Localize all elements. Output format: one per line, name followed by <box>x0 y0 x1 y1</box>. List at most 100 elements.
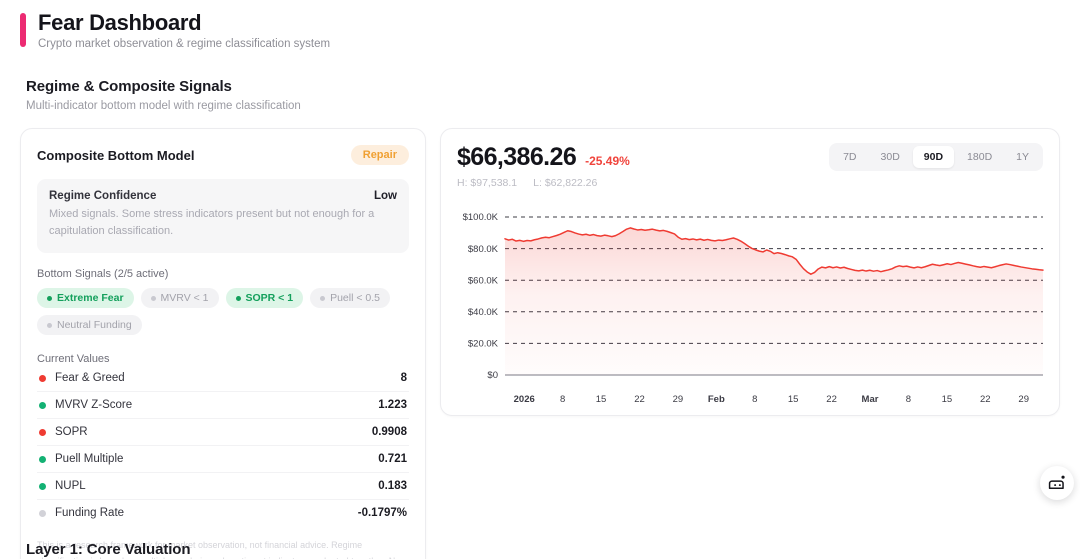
chart-x-tick-label: 22 <box>979 394 991 406</box>
signal-dot-icon <box>47 295 52 301</box>
value-row: NUPL 0.183 <box>37 473 409 501</box>
signal-dot-icon <box>47 322 52 328</box>
price-main: $66,386.26 -25.49% <box>457 143 630 172</box>
price-low: L: $62,822.26 <box>533 177 598 190</box>
signal-chip[interactable]: Neutral Funding <box>37 315 142 336</box>
section-header: Regime & Composite Signals Multi-indicat… <box>20 78 1060 112</box>
value-row: Fear & Greed 8 <box>37 365 409 393</box>
regime-confidence-box: Regime Confidence Low Mixed signals. Som… <box>37 179 409 254</box>
range-button-1y[interactable]: 1Y <box>1005 146 1040 168</box>
robot-assistant-icon <box>1048 475 1065 489</box>
price-high: H: $97,538.1 <box>457 177 518 190</box>
signal-chip[interactable]: Puell < 0.5 <box>310 288 390 309</box>
signal-chip-label: Neutral Funding <box>57 319 132 332</box>
disclaimer-text: This is a research framework for market … <box>37 540 400 559</box>
value-number: 0.9908 <box>371 426 407 439</box>
next-section-header: Layer 1: Core Valuation <box>26 541 191 558</box>
value-number: 0.721 <box>378 453 407 466</box>
section-title: Regime & Composite Signals <box>26 78 232 96</box>
value-number: 0.183 <box>378 480 407 493</box>
range-button-7d[interactable]: 7D <box>832 146 867 168</box>
chart-y-tick-label: $60.0K <box>468 276 499 287</box>
price-high-low: H: $97,538.1 L: $62,822.26 <box>457 177 630 189</box>
chart-x-tick-label: 8 <box>752 394 758 406</box>
chart-y-tick-label: $20.0K <box>468 339 499 350</box>
value-status-dot-icon <box>39 374 46 382</box>
signal-chip-label: SOPR < 1 <box>245 292 294 305</box>
signal-chip-label: Extreme Fear <box>57 292 124 305</box>
accent-bar <box>20 13 26 47</box>
page-title: Fear Dashboard <box>38 10 202 35</box>
price-header: $66,386.26 -25.49% H: $97,538.1 L: $62,8… <box>457 143 1043 189</box>
value-name: NUPL <box>55 480 86 493</box>
chart-x-tick-label: 15 <box>941 394 953 406</box>
section-subtitle: Multi-indicator bottom model with regime… <box>26 100 301 113</box>
chart-x-tick-label: 22 <box>634 394 645 406</box>
assistant-fab-button[interactable] <box>1040 466 1074 500</box>
value-name: Fear & Greed <box>55 372 125 385</box>
chart-area-fill <box>505 228 1043 376</box>
chart-x-tick-label: 29 <box>1018 394 1029 406</box>
range-button-30d[interactable]: 30D <box>870 146 911 168</box>
app-header: Fear Dashboard Crypto market observation… <box>20 0 1060 50</box>
signal-chip[interactable]: MVRV < 1 <box>140 288 219 309</box>
value-left: Puell Multiple <box>39 453 123 465</box>
value-left: Fear & Greed <box>39 372 125 384</box>
chart-x-tick-label: Mar <box>861 394 879 406</box>
bottom-signals-title: Bottom Signals (2/5 active) <box>37 268 169 281</box>
range-button-90d[interactable]: 90D <box>912 146 955 169</box>
value-status-dot-icon <box>39 509 46 517</box>
value-status-dot-icon <box>39 482 46 490</box>
regime-level: Low <box>374 190 397 203</box>
value-name: Funding Rate <box>55 507 125 520</box>
chart-x-tick-label: 29 <box>672 394 684 406</box>
page-subtitle: Crypto market observation & regime class… <box>38 38 331 51</box>
signal-dot-icon <box>150 295 156 301</box>
price-change: -25.49% <box>585 154 630 169</box>
price-block: $66,386.26 -25.49% H: $97,538.1 L: $62,8… <box>457 143 630 189</box>
chart-x-tick-label: 15 <box>595 394 607 406</box>
value-row: SOPR 0.9908 <box>37 419 409 447</box>
regime-label: Regime Confidence <box>49 190 157 203</box>
range-selector[interactable]: 7D 30D 90D 180D 1Y <box>829 143 1043 172</box>
chart-y-tick-label: $0 <box>487 370 498 381</box>
chart-x-axis: 2026 8 15 22 29 Feb 8 15 22 Mar 8 15 22 29 <box>457 394 1043 405</box>
chart-x-tick-label: 8 <box>559 394 566 406</box>
regime-description: Mixed signals. Some stress indicators pr… <box>49 208 375 238</box>
value-status-dot-icon <box>39 455 46 463</box>
chart-x-tick-label: 22 <box>826 394 837 406</box>
range-button-180d[interactable]: 180D <box>956 146 1003 168</box>
cards-row: Composite Bottom Model Repair Regime Con… <box>20 128 1060 559</box>
price-chart-card: $66,386.26 -25.49% H: $97,538.1 L: $62,8… <box>440 128 1060 417</box>
value-number: -0.1797% <box>357 507 407 520</box>
chart-y-tick-label: $40.0K <box>468 307 499 318</box>
chart-x-tick-label: 2026 <box>513 394 535 406</box>
value-left: MVRV Z-Score <box>39 399 132 411</box>
value-left: Funding Rate <box>39 507 124 519</box>
regime-row: Regime Confidence Low <box>49 190 397 202</box>
next-section-title: Layer 1: Core Valuation <box>26 541 191 558</box>
card-header: Composite Bottom Model Repair <box>37 145 409 166</box>
signal-dot-icon <box>235 295 241 301</box>
chart-x-tick-label: Feb <box>707 394 725 406</box>
value-number: 1.223 <box>378 399 407 412</box>
signal-chip[interactable]: SOPR < 1 <box>225 288 304 309</box>
title-block: Fear Dashboard Crypto market observation… <box>38 10 330 50</box>
current-values-list: Fear & Greed 8 MVRV Z-Score 1.223 SOPR 0.9908… <box>37 365 409 526</box>
card-title: Composite Bottom Model <box>37 147 195 163</box>
price-chart[interactable]: $0 $20.0K $40.0K $60.0K $80.0K $100.0K <box>457 211 1044 391</box>
signal-chip-label: MVRV < 1 <box>160 292 209 305</box>
signal-dot-icon <box>320 295 326 301</box>
value-name: Puell Multiple <box>55 453 124 466</box>
signal-chip-label: Puell < 0.5 <box>330 292 380 305</box>
value-row: Funding Rate -0.1797% <box>37 500 409 526</box>
value-name: SOPR <box>55 426 88 439</box>
value-status-dot-icon <box>39 401 46 409</box>
signal-chip[interactable]: Extreme Fear <box>37 288 134 309</box>
current-price: $66,386.26 <box>457 143 577 172</box>
chart-x-tick-label: 8 <box>905 394 912 406</box>
composite-bottom-model-card: Composite Bottom Model Repair Regime Con… <box>20 128 426 559</box>
chart-y-tick-label: $100.0K <box>463 212 499 223</box>
current-values-title: Current Values <box>37 353 110 366</box>
